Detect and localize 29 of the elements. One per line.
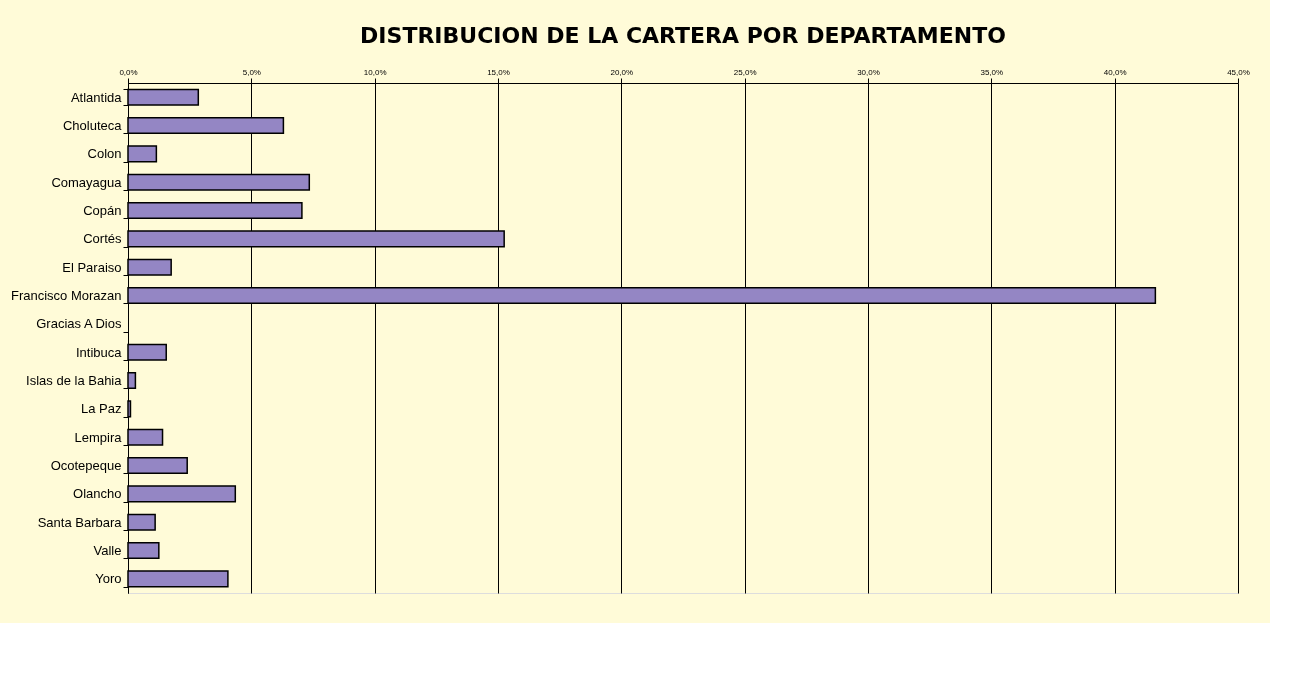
x-tick-label: 10,0% (363, 67, 387, 77)
y-tick-label: Colon (87, 146, 122, 162)
y-tick-label: El Paraiso (62, 259, 122, 275)
x-tick-label: 15,0% (487, 67, 510, 77)
y-tick-label: Francisco Morazan (10, 288, 122, 303)
y-tick-label: Atlantida (70, 89, 123, 105)
y-tick-label: Cortés (83, 231, 122, 247)
y-tick-label: Olancho (73, 486, 122, 502)
y-tick-label: Lempira (74, 429, 123, 445)
y-tick-label: Yoro (95, 571, 122, 587)
y-tick-label: Santa Barbara (37, 514, 123, 530)
x-tick-label: 25,0% (733, 67, 757, 77)
x-tick-label: 30,0% (857, 67, 880, 77)
x-tick-label: 0,0% (119, 67, 138, 77)
y-tick-label: Ocotepeque (50, 458, 122, 473)
y-tick-label: Gracias A Dios (36, 316, 122, 332)
x-tick-label: 5,0% (242, 67, 261, 77)
y-tick-label: Valle (93, 543, 122, 558)
x-tick-label: 45,0% (1227, 67, 1250, 77)
y-tick-label: Choluteca (62, 118, 123, 133)
chart-title: DISTRIBUCION DE LA CARTERA POR DEPARTAMENTO (360, 23, 1006, 48)
x-tick-label: 20,0% (610, 67, 634, 77)
x-tick-label: 35,0% (980, 67, 1004, 77)
y-tick-label: La Paz (81, 401, 122, 417)
y-tick-label: Islas de la Bahia (26, 373, 123, 388)
y-tick-label: Comayagua (51, 174, 123, 190)
y-tick-label: Intibuca (75, 344, 123, 360)
y-tick-label: Copán (83, 203, 122, 218)
x-tick-label: 40,0% (1103, 67, 1127, 77)
